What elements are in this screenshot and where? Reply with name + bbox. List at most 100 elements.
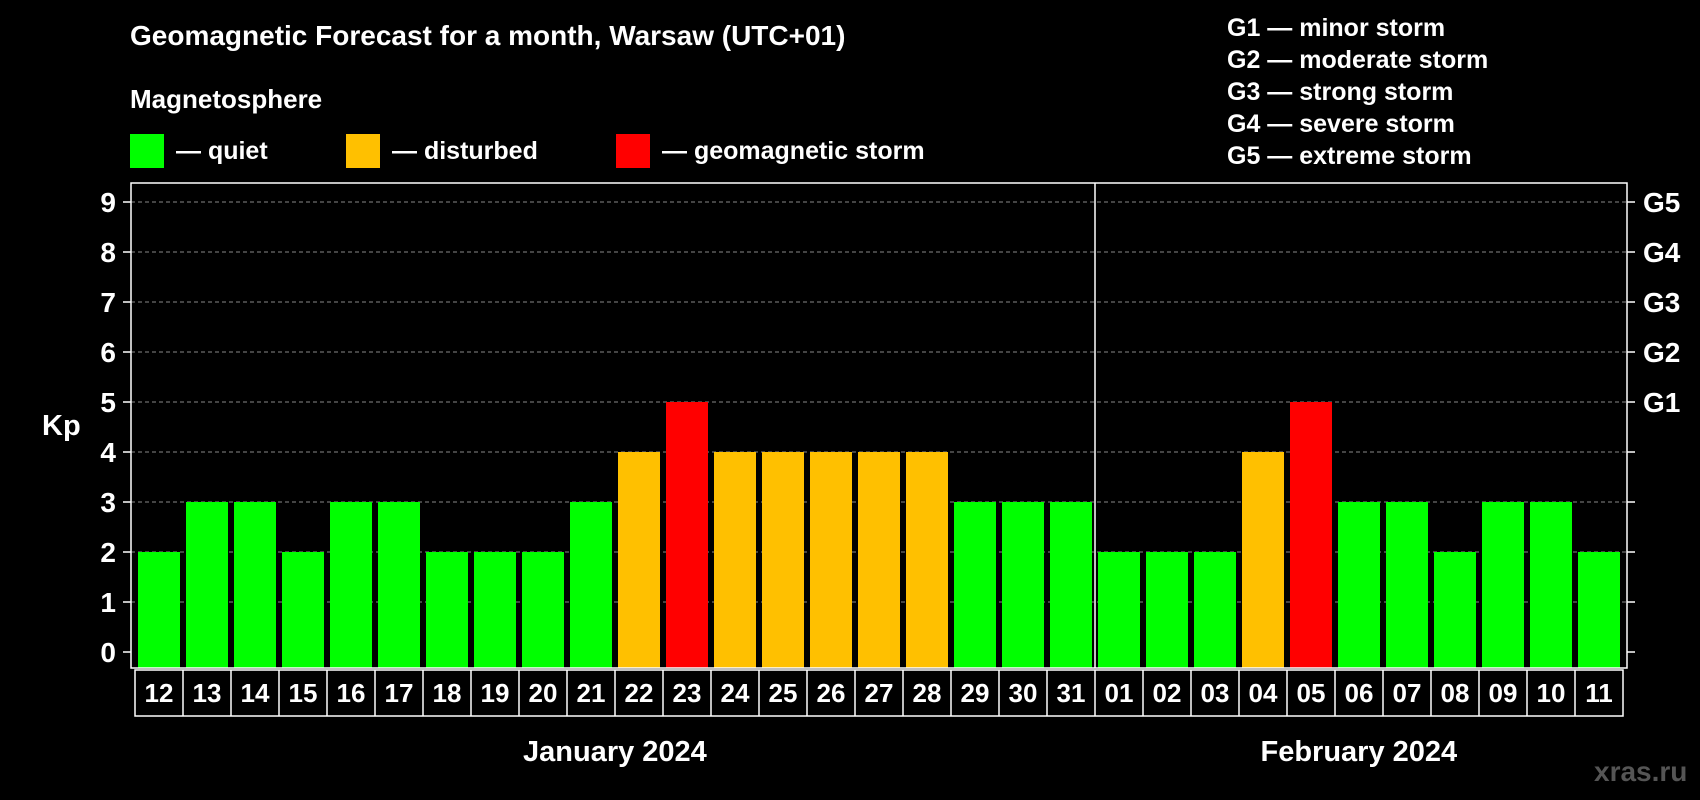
bar xyxy=(1098,552,1140,668)
x-tick-label: 20 xyxy=(529,678,558,708)
x-tick-label: 29 xyxy=(961,678,990,708)
bar xyxy=(1434,552,1476,668)
y-tick-label: 7 xyxy=(100,287,116,318)
bar xyxy=(1002,502,1044,668)
y-axis-label: Kp xyxy=(42,410,81,442)
x-tick-label: 13 xyxy=(193,678,222,708)
month-label-february: February 2024 xyxy=(1260,736,1458,768)
x-tick-label: 01 xyxy=(1105,678,1134,708)
x-tick-label: 24 xyxy=(721,678,750,708)
x-tick-label: 06 xyxy=(1345,678,1374,708)
x-tick-label: 17 xyxy=(385,678,414,708)
g2-description: G2 — moderate storm xyxy=(1227,46,1489,74)
x-tick-label: 23 xyxy=(673,678,702,708)
x-tick-label: 03 xyxy=(1201,678,1230,708)
x-tick-label: 16 xyxy=(337,678,366,708)
y-tick-label: 5 xyxy=(100,387,116,418)
x-tick-label: 27 xyxy=(865,678,894,708)
bar xyxy=(378,502,420,668)
x-label-box xyxy=(134,669,1624,717)
x-tick-label: 02 xyxy=(1153,678,1182,708)
bar xyxy=(1578,552,1620,668)
quiet-swatch xyxy=(130,134,164,168)
bar xyxy=(474,552,516,668)
bar xyxy=(906,452,948,668)
bar xyxy=(714,452,756,668)
x-tick-label: 22 xyxy=(625,678,654,708)
bar xyxy=(954,502,996,668)
legend-quiet: — quiet xyxy=(130,134,268,168)
bar xyxy=(1386,502,1428,668)
g-level-legend: G1 — minor storm G2 — moderate storm G3 … xyxy=(1227,12,1488,172)
legend-disturbed-label: — disturbed xyxy=(392,136,538,165)
bar xyxy=(186,502,228,668)
legend-storm-label: — geomagnetic storm xyxy=(662,136,925,165)
g-level-label: G4 xyxy=(1643,237,1681,268)
bar xyxy=(1194,552,1236,668)
chart-title: Geomagnetic Forecast for a month, Warsaw… xyxy=(130,20,846,51)
disturbed-swatch xyxy=(346,134,380,168)
bar xyxy=(330,502,372,668)
x-tick-label: 28 xyxy=(913,678,942,708)
g1-description: G1 — minor storm xyxy=(1227,14,1446,42)
bar xyxy=(426,552,468,668)
y-tick-label: 0 xyxy=(100,637,116,668)
plot-frame xyxy=(130,182,1628,669)
bar xyxy=(1242,452,1284,668)
bar xyxy=(762,452,804,668)
x-tick-label: 11 xyxy=(1585,678,1613,708)
x-tick-label: 09 xyxy=(1489,678,1518,708)
g-level-label: G5 xyxy=(1643,187,1680,218)
bar xyxy=(810,452,852,668)
bar xyxy=(858,452,900,668)
y-tick-label: 8 xyxy=(100,237,116,268)
y-tick-label: 6 xyxy=(100,337,116,368)
x-tick-label: 25 xyxy=(769,678,798,708)
bar xyxy=(522,552,564,668)
bar xyxy=(282,552,324,668)
bar xyxy=(1530,502,1572,668)
legend-storm: — geomagnetic storm xyxy=(616,134,925,168)
storm-swatch xyxy=(616,134,650,168)
watermark: xras.ru xyxy=(1594,756,1688,787)
legend-disturbed: — disturbed xyxy=(346,134,538,168)
bar xyxy=(234,502,276,668)
bar xyxy=(570,502,612,668)
legend-quiet-label: — quiet xyxy=(176,136,268,165)
x-tick-label: 10 xyxy=(1537,678,1566,708)
y-tick-label: 4 xyxy=(100,437,116,468)
x-tick-label: 08 xyxy=(1441,678,1470,708)
y-tick-label: 2 xyxy=(100,537,116,568)
g3-description: G3 — strong storm xyxy=(1227,78,1454,106)
bar xyxy=(1290,402,1332,668)
g4-description: G4 — severe storm xyxy=(1227,110,1455,138)
bar xyxy=(1146,552,1188,668)
bar xyxy=(666,402,708,668)
x-tick-label: 31 xyxy=(1057,678,1086,708)
x-tick-label: 07 xyxy=(1393,678,1422,708)
bar xyxy=(1050,502,1092,668)
y-tick-label: 1 xyxy=(100,587,116,618)
bar xyxy=(618,452,660,668)
x-tick-label: 05 xyxy=(1297,678,1326,708)
y-tick-label: 9 xyxy=(100,187,116,218)
x-tick-label: 15 xyxy=(289,678,318,708)
y-tick-label: 3 xyxy=(100,487,116,518)
x-tick-label: 04 xyxy=(1249,678,1278,708)
bar xyxy=(1338,502,1380,668)
x-tick-label: 14 xyxy=(241,678,270,708)
g-level-label: G2 xyxy=(1643,337,1680,368)
x-tick-label: 30 xyxy=(1009,678,1038,708)
x-tick-label: 18 xyxy=(433,678,462,708)
g-level-label: G3 xyxy=(1643,287,1680,318)
g5-description: G5 — extreme storm xyxy=(1227,142,1472,170)
x-tick-label: 21 xyxy=(577,678,606,708)
x-tick-label: 26 xyxy=(817,678,846,708)
bar xyxy=(1482,502,1524,668)
g-level-label: G1 xyxy=(1643,387,1680,418)
x-tick-label: 12 xyxy=(145,678,174,708)
bar xyxy=(138,552,180,668)
month-label-january: January 2024 xyxy=(523,736,707,768)
legend-subtitle: Magnetosphere xyxy=(130,84,323,114)
